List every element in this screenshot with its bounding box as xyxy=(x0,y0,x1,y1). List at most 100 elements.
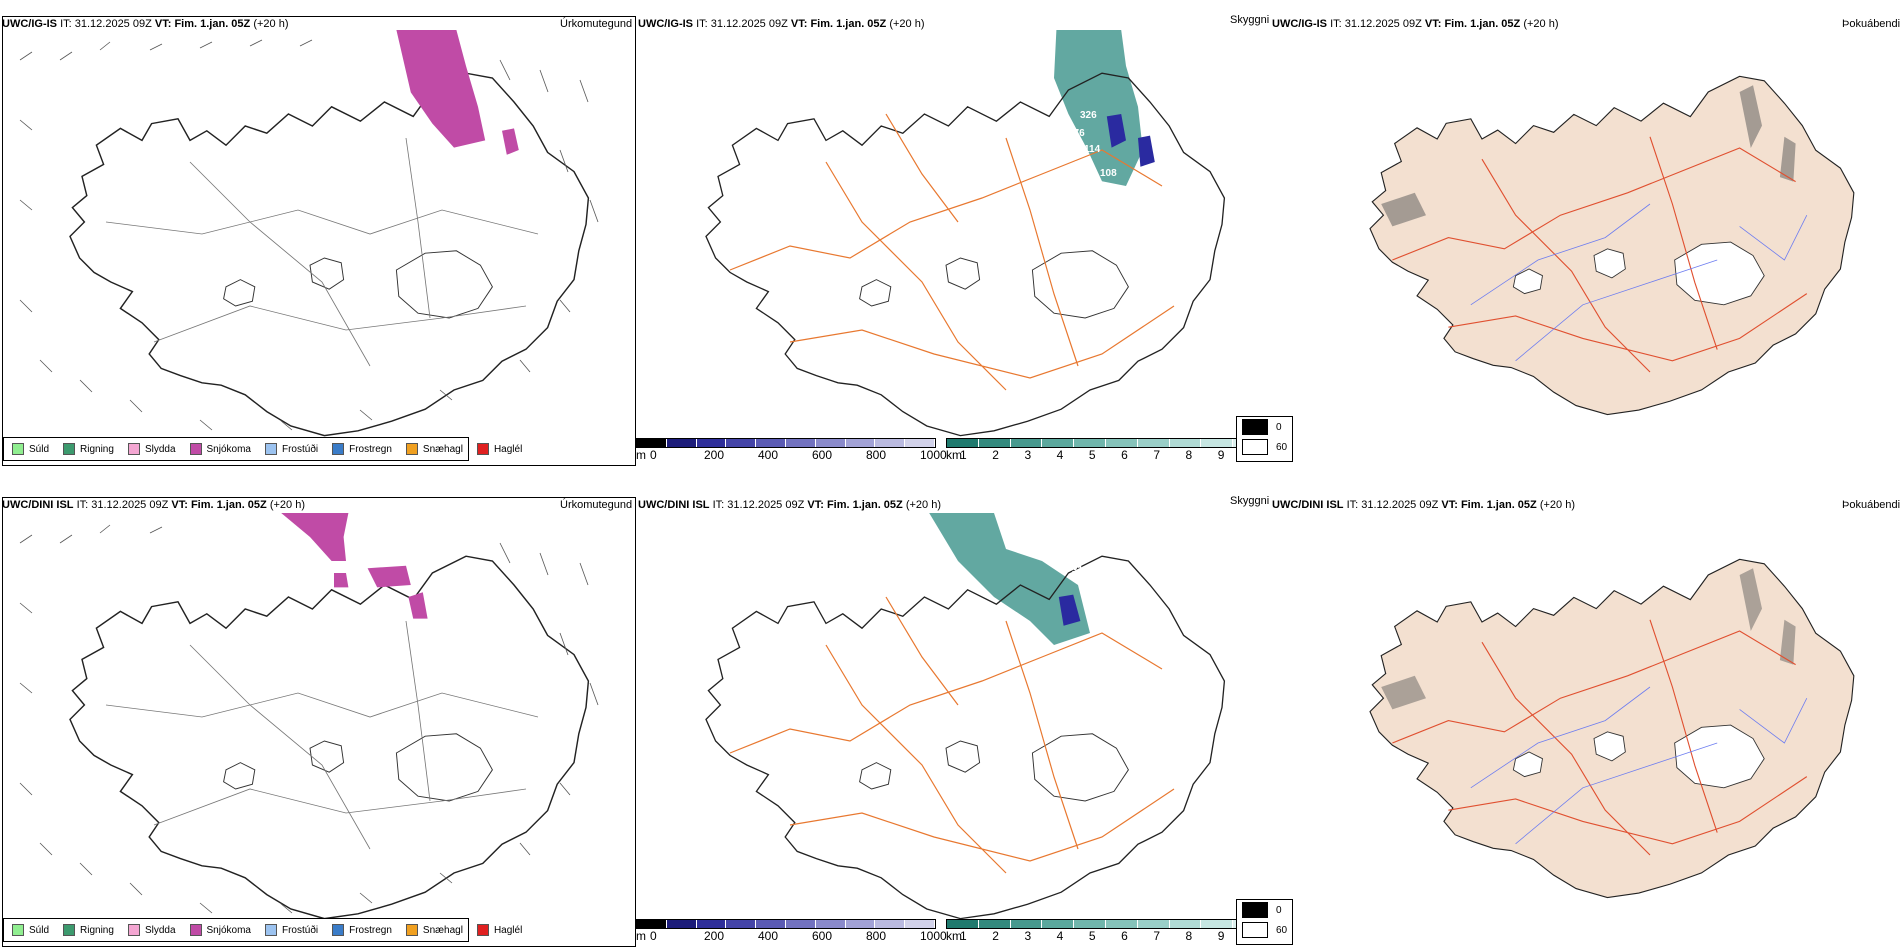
visibility-colorbar: km12345678910 xyxy=(946,438,1266,462)
colorbar-tick-label: 3 xyxy=(1024,929,1032,943)
colorbar-tick-label: 1 xyxy=(960,448,967,462)
colorbar-tick-label: 800 xyxy=(866,448,887,462)
map-frame xyxy=(2,16,636,466)
colorbar-tick-label: 1000 xyxy=(920,448,947,462)
colorbar-unit: m xyxy=(636,448,646,462)
legend-item: Haglél xyxy=(476,443,522,455)
precip-type-map xyxy=(19,30,599,437)
fog-legend: 0 60 xyxy=(1236,416,1293,462)
colorbar-tick-label: 5 xyxy=(1088,929,1096,943)
colorbar-segment xyxy=(845,920,876,928)
colorbar-segment xyxy=(978,439,1011,447)
panel-field-name: Þokuábendi xyxy=(1842,18,1900,30)
colorbar-unit: km xyxy=(946,448,962,462)
panel-fog-top: UWC/IG-IS IT: 31.12.2025 09Z VT: Fim. 1.… xyxy=(1236,0,1900,475)
map-label: 5 xyxy=(1100,198,1106,209)
map-label: 326 xyxy=(1080,110,1097,121)
precip-type-legend: Súld Rigning Slydda Snjókoma Frostúði Fr… xyxy=(3,918,522,942)
fog-map xyxy=(1369,558,1855,899)
panel-precip-type-top: UWC/IG-IS IT: 31.12.2025 09Z VT: Fim. 1.… xyxy=(0,0,640,475)
vt-value: Fim. 1.jan. 05Z xyxy=(174,18,251,30)
snow-area xyxy=(396,30,486,148)
legend-item: Súld xyxy=(12,443,49,455)
colorbar-segment xyxy=(666,920,697,928)
legend-item: Frostregn xyxy=(332,443,392,455)
colorbar-tick-label: 400 xyxy=(758,929,779,943)
colorbar-segment xyxy=(905,920,935,928)
colorbar-tick-label: 7 xyxy=(1153,448,1161,462)
colorbar-segment xyxy=(875,439,906,447)
colorbar-segment xyxy=(1201,920,1234,928)
colorbar-segment xyxy=(785,439,816,447)
colorbar-tick-label: 600 xyxy=(812,448,833,462)
colorbar-segment xyxy=(947,439,979,447)
panel-title: UWC/IG-IS IT: 31.12.2025 09Z VT: Fim. 1.… xyxy=(638,18,925,30)
legend-item: Haglél xyxy=(476,924,522,936)
legend-item: Snjókoma xyxy=(189,443,251,455)
colorbar-segment xyxy=(815,439,846,447)
visibility-area xyxy=(929,513,1090,645)
colorbar-tick-label: 4 xyxy=(1056,929,1064,943)
colorbar-unit: m xyxy=(636,929,646,943)
legend-item: Snæhagl xyxy=(405,924,463,936)
colorbar-segment xyxy=(947,920,979,928)
map-label: 114 xyxy=(1084,144,1101,155)
colorbar-tick-label: 2 xyxy=(992,929,999,943)
panel-visibility-bottom: UWC/DINI ISL IT: 31.12.2025 09Z VT: Fim.… xyxy=(636,483,1276,950)
colorbar-segment xyxy=(1169,439,1202,447)
colorbar-tick-label: 200 xyxy=(704,929,725,943)
colorbar-segment xyxy=(726,920,757,928)
colorbar-segment xyxy=(815,920,846,928)
vt-label: VT: xyxy=(154,18,172,30)
colorbar-segment xyxy=(1169,920,1202,928)
colorbar-tick-label: 600 xyxy=(812,929,833,943)
colorbar-tick-label: 0 xyxy=(650,448,657,462)
colorbar-tick-label: 9 xyxy=(1217,448,1225,462)
colorbar-tick-label: 400 xyxy=(758,448,779,462)
colorbar-segment xyxy=(1042,439,1075,447)
map-label: 13 xyxy=(796,669,808,680)
colorbar-tick-label: 9 xyxy=(1217,929,1225,943)
map-label: 317 xyxy=(1072,565,1089,576)
colorbar-tick-label: 3 xyxy=(1024,448,1032,462)
legend-item: Slydda xyxy=(127,443,176,455)
colorbar-segment xyxy=(785,920,816,928)
visibility-map: 326 276 114 108 25 75 5 xyxy=(705,30,1226,437)
colorbar-tick-label: 8 xyxy=(1185,448,1193,462)
panel-field-name: Þokuábendi xyxy=(1842,499,1900,511)
fog-map xyxy=(1369,75,1855,416)
colorbar-segment xyxy=(756,439,786,447)
model-name: UWC/IG-IS xyxy=(2,18,57,30)
map-label: 171 xyxy=(1092,589,1109,600)
colorbar-tick-label: 800 xyxy=(866,929,887,943)
colorbar-segment xyxy=(1010,439,1043,447)
panel-field-name: Skyggni xyxy=(1230,14,1270,26)
visibility-map: 317 171 211 211 24 80 45 13 9 116 xyxy=(705,513,1226,920)
colorbar-segment xyxy=(905,439,935,447)
colorbar-tick-label: 1 xyxy=(960,929,967,943)
panel-visibility-top: UWC/IG-IS IT: 31.12.2025 09Z VT: Fim. 1.… xyxy=(636,0,1276,475)
snow-area xyxy=(281,513,349,561)
legend-item: Rigning xyxy=(63,443,114,455)
fog-legend: 0 60 xyxy=(1236,899,1293,945)
colorbar-tick-label: 8 xyxy=(1185,929,1193,943)
colorbar-segment xyxy=(1105,439,1138,447)
map-label: 276 xyxy=(1068,128,1085,139)
panel-field-name: Skyggni xyxy=(1230,495,1270,507)
panel-field-name: Úrkomutegund xyxy=(560,499,633,511)
cloud-base-colorbar: m 0 200 400 600 800 1000 xyxy=(636,919,947,943)
map-label: 108 xyxy=(1100,168,1117,179)
legend-item: Frostúði xyxy=(264,443,318,455)
panel-title: UWC/IG-IS IT: 31.12.2025 09Z VT: Fim. 1.… xyxy=(2,18,289,30)
precip-type-legend: Súld Rigning Slydda Snjókoma Frostúði Fr… xyxy=(3,437,522,461)
colorbar-tick-label: 4 xyxy=(1056,448,1064,462)
it-value: 31.12.2025 09Z xyxy=(74,18,152,30)
colorbar-segment xyxy=(696,439,727,447)
legend-item: Frostregn xyxy=(332,924,392,936)
colorbar-tick-label: 1000 xyxy=(920,929,947,943)
panel-precip-type-bottom: UWC/DINI ISL IT: 31.12.2025 09Z VT: Fim.… xyxy=(0,483,640,950)
panel-title: UWC/IG-IS IT: 31.12.2025 09Z VT: Fim. 1.… xyxy=(1272,18,1559,30)
legend-item: Snæhagl xyxy=(405,443,463,455)
colorbar-tick-label: 7 xyxy=(1153,929,1161,943)
colorbar-segment xyxy=(1010,920,1043,928)
